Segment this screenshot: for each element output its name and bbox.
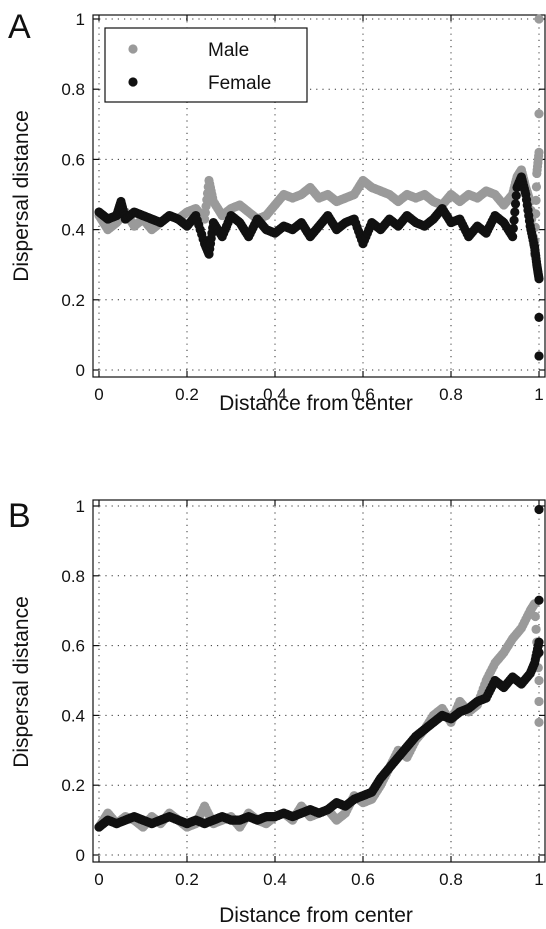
data-point-female	[534, 504, 544, 515]
y-tick-label: 1	[76, 497, 85, 516]
legend-marker-female	[128, 77, 138, 87]
data-point-female	[510, 199, 521, 209]
y-tick-label: 0.6	[61, 150, 85, 169]
data-point-female	[508, 223, 518, 234]
x-axis-label-b: Distance from center	[219, 904, 413, 927]
data-point-male	[534, 147, 544, 157]
legend: Male Female	[104, 27, 308, 103]
x-tick-label: 0.4	[263, 385, 287, 404]
data-point-male	[531, 195, 541, 205]
panel-letter-b: B	[8, 497, 31, 535]
y-tick-label: 0.2	[61, 776, 85, 795]
x-tick-label: 0.6	[351, 870, 375, 889]
ticks-a: 0 0.2 0.4 0.6 0.8 1 0 0.2 0.4 0.6 0.8 1	[61, 10, 545, 404]
legend-box	[104, 27, 308, 103]
data-point-female	[509, 215, 519, 225]
y-axis-label-b: Dispersal distance	[10, 596, 33, 768]
plot-frame-a	[92, 14, 546, 378]
y-axis-label-a: Dispersal distance	[10, 110, 33, 282]
data-point-female	[511, 191, 521, 201]
data-point-male	[531, 182, 542, 192]
y-tick-label: 1	[76, 10, 85, 29]
x-tick-label: 1	[534, 385, 543, 404]
y-tick-label: 0.4	[61, 221, 85, 240]
data-point-male	[530, 611, 540, 622]
x-tick-label: 0.2	[175, 870, 199, 889]
x-tick-label: 0.6	[351, 385, 375, 404]
y-tick-label: 0.2	[61, 291, 85, 310]
panel-a: A 0 0.2 0.4 0.6 0.8 1 0 0.2 0.4 0.6 0.8 1 Distance …	[8, 8, 546, 415]
y-tick-label: 0.8	[61, 567, 85, 586]
legend-marker-male	[128, 44, 138, 54]
legend-label-female: Female	[208, 73, 271, 94]
x-tick-label: 0.2	[175, 385, 199, 404]
x-tick-label: 0.8	[439, 870, 463, 889]
data-point-female	[534, 274, 544, 284]
data-point-female	[534, 637, 544, 647]
grid-b	[93, 500, 545, 862]
data-point-male	[534, 717, 544, 727]
x-tick-label: 0	[94, 385, 103, 404]
data-point-male	[534, 675, 544, 686]
data-point-female	[534, 312, 544, 322]
plot-frame-b	[92, 499, 546, 863]
data-point-male	[531, 209, 541, 219]
data-point-female	[510, 207, 520, 217]
points-a	[94, 14, 544, 361]
data-point-female	[534, 351, 544, 361]
series-female	[94, 172, 544, 361]
x-axis-label-a: Distance from center	[219, 392, 413, 415]
data-point-male	[534, 696, 544, 707]
series-female	[94, 504, 544, 832]
ticks-b: 0 0.2 0.4 0.6 0.8 1 0 0.2 0.4 0.6 0.8 1	[61, 497, 545, 889]
x-tick-label: 0.4	[263, 870, 287, 889]
y-tick-label: 0.8	[61, 80, 85, 99]
panel-b: B 0 0.2 0.4 0.6 0.8 1 0 0.2 0.4 0.6 0.8 1 Distance …	[8, 497, 546, 927]
data-point-female	[507, 232, 518, 242]
y-tick-label: 0.6	[61, 637, 85, 656]
x-tick-label: 0	[94, 870, 103, 889]
data-point-female	[534, 647, 544, 658]
y-tick-label: 0.4	[61, 706, 85, 725]
panel-letter-a: A	[8, 8, 31, 46]
data-point-male	[534, 14, 544, 24]
x-tick-label: 1	[534, 870, 543, 889]
legend-label-male: Male	[208, 40, 249, 61]
points-b	[94, 504, 544, 832]
data-point-female	[534, 595, 544, 605]
y-tick-label: 0	[76, 361, 85, 380]
y-tick-label: 0	[76, 846, 85, 865]
data-point-male	[531, 624, 541, 634]
x-tick-label: 0.8	[439, 385, 463, 404]
data-point-male	[534, 109, 544, 119]
